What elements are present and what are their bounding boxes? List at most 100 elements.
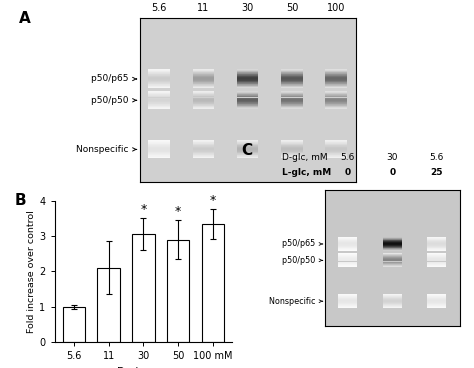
Bar: [325, 77, 347, 78]
Bar: [148, 141, 170, 142]
Bar: [325, 73, 347, 74]
Bar: [383, 299, 401, 300]
Bar: [237, 142, 258, 143]
Bar: [237, 80, 258, 81]
Bar: [148, 70, 170, 71]
Bar: [428, 307, 446, 308]
Bar: [192, 144, 214, 145]
Bar: [383, 264, 401, 265]
Bar: [237, 105, 258, 106]
Bar: [237, 100, 258, 101]
Bar: [192, 150, 214, 151]
Bar: [428, 254, 446, 255]
Bar: [383, 265, 401, 266]
Bar: [148, 98, 170, 99]
Bar: [325, 85, 347, 86]
Bar: [338, 299, 357, 300]
Bar: [428, 238, 446, 239]
Bar: [428, 258, 446, 259]
Bar: [325, 143, 347, 144]
Bar: [148, 144, 170, 145]
Bar: [148, 92, 170, 93]
Bar: [338, 306, 357, 307]
Bar: [192, 146, 214, 147]
Bar: [383, 266, 401, 267]
Bar: [281, 144, 303, 145]
Bar: [325, 76, 347, 77]
Bar: [325, 82, 347, 83]
Bar: [281, 78, 303, 79]
Bar: [281, 80, 303, 81]
Bar: [237, 95, 258, 96]
Bar: [338, 266, 357, 267]
Bar: [281, 147, 303, 148]
Bar: [338, 241, 357, 242]
Bar: [148, 82, 170, 83]
Bar: [237, 98, 258, 99]
Bar: [192, 95, 214, 96]
Bar: [148, 105, 170, 106]
Bar: [325, 91, 347, 92]
Bar: [383, 301, 401, 302]
Bar: [192, 142, 214, 143]
Bar: [338, 263, 357, 264]
Bar: [428, 294, 446, 295]
Bar: [148, 75, 170, 76]
Bar: [237, 75, 258, 76]
Bar: [325, 100, 347, 101]
Bar: [192, 103, 214, 104]
Bar: [325, 86, 347, 87]
Bar: [237, 73, 258, 74]
Text: B: B: [14, 193, 26, 208]
Bar: [237, 155, 258, 156]
Bar: [281, 98, 303, 99]
Bar: [325, 155, 347, 156]
Text: A: A: [19, 11, 31, 26]
Bar: [281, 73, 303, 74]
Bar: [383, 295, 401, 296]
Bar: [325, 141, 347, 142]
Bar: [192, 72, 214, 73]
Bar: [281, 107, 303, 108]
Bar: [383, 246, 401, 247]
Bar: [325, 144, 347, 145]
Text: Nonspecific: Nonspecific: [76, 145, 131, 154]
Bar: [428, 261, 446, 262]
Bar: [281, 153, 303, 154]
Text: 30: 30: [386, 153, 398, 162]
Text: Nonspecific: Nonspecific: [269, 297, 318, 306]
Bar: [148, 78, 170, 79]
Bar: [148, 101, 170, 102]
Bar: [325, 142, 347, 143]
Bar: [237, 74, 258, 75]
Bar: [428, 240, 446, 241]
Bar: [325, 83, 347, 84]
Bar: [192, 102, 214, 103]
Bar: [148, 72, 170, 73]
Bar: [281, 82, 303, 83]
Bar: [148, 96, 170, 97]
Bar: [237, 154, 258, 155]
Bar: [281, 103, 303, 104]
Bar: [325, 93, 347, 94]
Bar: [428, 306, 446, 307]
Bar: [383, 260, 401, 261]
Bar: [237, 97, 258, 98]
Bar: [148, 156, 170, 157]
Bar: [192, 105, 214, 106]
Bar: [325, 71, 347, 72]
Bar: [325, 80, 347, 81]
Bar: [192, 108, 214, 109]
Bar: [428, 249, 446, 250]
Bar: [338, 307, 357, 308]
Bar: [325, 95, 347, 96]
Bar: [148, 152, 170, 153]
Bar: [338, 294, 357, 295]
Bar: [237, 96, 258, 97]
Bar: [148, 77, 170, 78]
Bar: [192, 93, 214, 94]
Bar: [192, 143, 214, 144]
Bar: [428, 304, 446, 305]
Bar: [325, 72, 347, 73]
Text: C: C: [242, 143, 253, 158]
